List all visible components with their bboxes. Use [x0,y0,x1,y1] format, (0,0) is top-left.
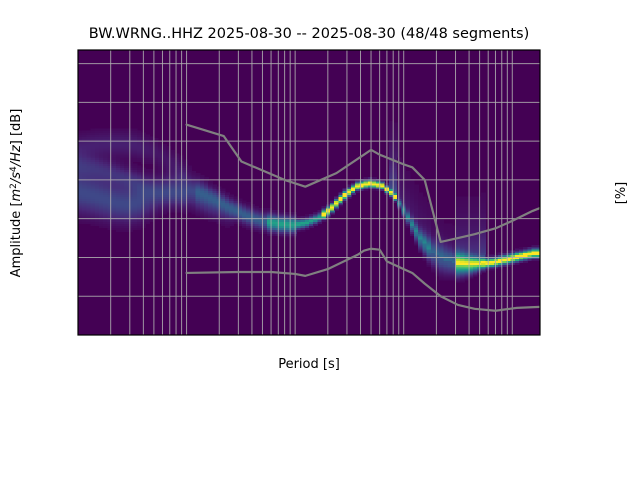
plot-title: BW.WRNG..HHZ 2025-08-30 -- 2025-08-30 (4… [89,26,529,42]
svg-text:Amplitude [m2/s4/Hz] [dB]: Amplitude [m2/s4/Hz] [dB] [9,109,24,278]
y-label-div-hz: /Hz [9,144,24,167]
y-axis-label: Amplitude [m2/s4/Hz] [dB] [9,109,24,278]
y-label-exp-4: 4 [9,166,19,172]
y-label-div-s: /s [9,172,24,184]
y-label-suffix: ] [dB] [9,109,24,146]
y-label-prefix: Amplitude [ [9,201,24,277]
colorbar-label-text: [%] [614,182,629,205]
y-label-exp-2: 2 [9,183,19,189]
x-axis-label: Period [s] [278,357,340,372]
y-label-unit-m: m [9,189,24,202]
ppsd-axes [77,49,541,336]
colorbar-label: [%] [614,182,629,205]
